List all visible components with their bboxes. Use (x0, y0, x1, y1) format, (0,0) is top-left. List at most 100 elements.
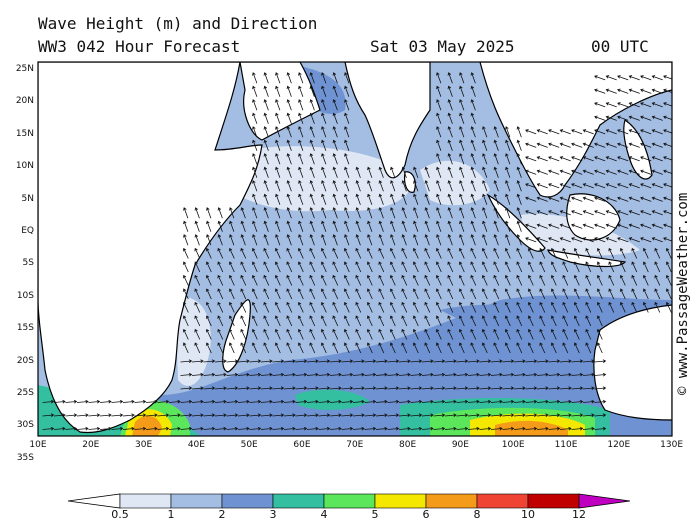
wave-arrow (628, 210, 640, 216)
wave-arrow (470, 328, 477, 340)
wave-arrow (436, 166, 442, 178)
wave-arrow (389, 247, 396, 259)
teal-zone-mid (295, 389, 370, 410)
wave-arrow (318, 359, 331, 364)
wave-arrow (295, 399, 308, 404)
wave-arrow (665, 247, 672, 259)
wave-arrow (516, 274, 523, 286)
wave-arrow (642, 288, 649, 300)
wave-arrow (596, 247, 603, 259)
wave-arrow (573, 315, 580, 327)
wave-arrow (205, 328, 212, 340)
wave-arrow (525, 156, 537, 162)
wave-arrow (562, 288, 569, 300)
wave-arrow (433, 359, 446, 364)
wave-arrow (194, 247, 201, 259)
wave-arrow (275, 139, 281, 151)
wave-arrow (413, 234, 419, 246)
wave-arrow (286, 261, 293, 273)
wave-arrow (412, 288, 419, 300)
wave-arrow (571, 129, 583, 135)
wave-arrow (205, 247, 212, 259)
wave-arrow (320, 261, 327, 273)
wave-arrow (263, 193, 269, 205)
wave-arrow (260, 413, 273, 418)
wave-arrow (332, 85, 338, 97)
wave-arrow (456, 399, 469, 404)
wave-arrow (217, 328, 224, 340)
wave-arrow (252, 166, 258, 178)
wave-arrow (642, 301, 649, 313)
wave-arrow (274, 342, 281, 354)
wave-arrow (436, 139, 442, 151)
wave-arrow (421, 372, 434, 377)
wave-arrow (214, 413, 227, 418)
wave-arrow (433, 372, 446, 377)
wave-arrow (412, 274, 419, 286)
wave-arrow (663, 156, 672, 161)
wave-arrow (332, 193, 338, 205)
wave-arrow (654, 288, 661, 300)
se-asia-land (479, 62, 672, 198)
wave-arrow (297, 247, 304, 259)
legend-label: 0.5 (111, 508, 129, 521)
wave-arrow (594, 237, 606, 243)
wave-arrow (306, 359, 319, 364)
wave-arrow (640, 196, 652, 202)
wave-arrow (608, 261, 615, 273)
wave-arrow (344, 180, 350, 192)
wave-arrow (516, 315, 523, 327)
wave-arrow (341, 386, 354, 391)
wave-arrow (182, 247, 189, 259)
wave-arrow (272, 426, 285, 431)
wave-arrow (332, 126, 338, 138)
wave-arrow (295, 386, 308, 391)
borneo-land (566, 193, 621, 241)
wave-arrow (398, 386, 411, 391)
wave-arrow (355, 328, 362, 340)
wave-arrow (309, 342, 316, 354)
wave-arrow (332, 315, 339, 327)
wave-arrow (283, 399, 296, 404)
wave-arrow (194, 220, 200, 232)
wave-arrow (447, 234, 453, 246)
lat-label: 5S (22, 258, 34, 269)
wave-arrow (332, 207, 338, 219)
wave-arrow (424, 328, 431, 340)
wave-arrow (505, 207, 511, 219)
wave-arrow (619, 274, 626, 286)
wave-arrow (651, 129, 663, 135)
wave-arrow (444, 372, 457, 377)
wave-arrow (536, 142, 548, 148)
wave-arrow (640, 115, 652, 121)
calm-zone-arabian (230, 146, 412, 212)
map-frame (37, 61, 673, 437)
wave-arrow (470, 180, 476, 192)
wave-arrow (237, 426, 250, 431)
wave-arrow (263, 166, 269, 178)
wave-arrow (550, 247, 557, 259)
wave-arrow (619, 301, 626, 313)
wave-arrow (122, 399, 135, 404)
wave-arrow (482, 180, 488, 192)
wave-arrow (493, 315, 500, 327)
wave-arrow (263, 261, 270, 273)
wave-arrow (344, 193, 350, 205)
wave-arrow (513, 359, 526, 364)
wave-arrow (275, 85, 281, 97)
wave-arrow (582, 372, 595, 377)
wave-arrow (320, 274, 327, 286)
wave-arrow (559, 372, 572, 377)
wave-arrow (467, 372, 480, 377)
wave-arrow (516, 207, 522, 219)
wave-arrow (447, 139, 453, 151)
wave-arrow (401, 247, 408, 259)
wave-arrow (435, 261, 442, 273)
wave-arrow (536, 359, 549, 364)
wave-arrow (651, 156, 663, 162)
wave-arrow (663, 237, 672, 242)
wave-arrow (309, 139, 315, 151)
wave-arrow (651, 115, 663, 121)
wave-arrow (482, 153, 488, 165)
wave-arrow (286, 166, 292, 178)
